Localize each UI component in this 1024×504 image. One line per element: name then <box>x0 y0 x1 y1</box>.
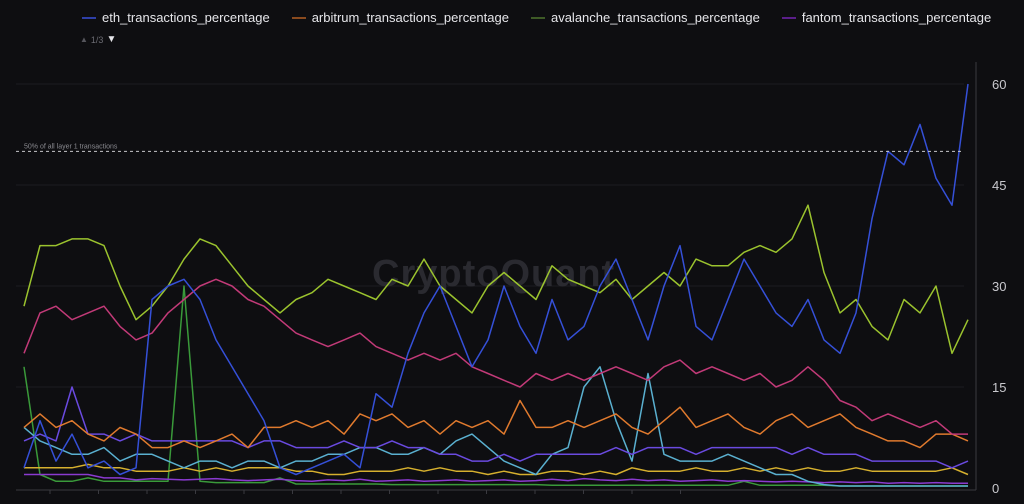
legend-swatch-avalanche <box>530 16 545 19</box>
legend-item-avalanche[interactable]: avalanche_transactions_percentage <box>530 10 760 25</box>
reference-line-label: 50% of all layer 1 transactions <box>24 143 118 150</box>
y-axis-ticks: 0 15 30 45 60 <box>992 77 1006 496</box>
legend-swatch-fantom <box>781 16 796 19</box>
watermark: CryptoQuant <box>372 253 615 295</box>
legend-item-fantom[interactable]: fantom_transactions_percentage <box>781 10 992 25</box>
y-tick-label: 0 <box>992 481 999 496</box>
legend-label-fantom: fantom_transactions_percentage <box>801 10 992 25</box>
legend-label-avalanche: avalanche_transactions_percentage <box>550 10 760 25</box>
y-tick-label: 60 <box>992 77 1006 92</box>
y-tick-label: 30 <box>992 279 1006 294</box>
series-line-series-5-pink[interactable] <box>23 278 968 435</box>
y-tick-label: 45 <box>992 178 1006 193</box>
series-lines <box>23 83 969 487</box>
legend-pager: ▲ 1/3 ▼ <box>80 34 116 45</box>
legend-item-eth[interactable]: eth_transactions_percentage <box>82 10 270 25</box>
series-line-arbitrum-transactions-percentage[interactable] <box>23 399 969 449</box>
legend-item-arbitrum[interactable]: arbitrum_transactions_percentage <box>291 10 509 25</box>
series-line-series-7-cyan[interactable] <box>23 366 968 487</box>
series-line-series-9-green[interactable] <box>23 285 968 487</box>
x-axis-ticks <box>49 490 681 494</box>
legend-label-eth: eth_transactions_percentage <box>102 10 270 25</box>
legend-label-arbitrum: arbitrum_transactions_percentage <box>311 10 509 25</box>
chart-legend: eth_transactions_percentage arbitrum_tra… <box>82 10 991 25</box>
legend-page-indicator: 1/3 <box>90 34 104 45</box>
triangle-down-icon[interactable]: ▼ <box>106 34 117 45</box>
series-line-eth-transactions-percentage[interactable] <box>23 83 969 476</box>
series-line-series-8-yellow[interactable] <box>24 463 969 476</box>
series-line-avalanche-transactions-percentage[interactable] <box>23 204 969 355</box>
triangle-up-icon[interactable]: ▲ <box>80 35 88 44</box>
y-tick-label: 15 <box>992 380 1006 395</box>
legend-swatch-eth <box>82 16 96 19</box>
grid-lines <box>16 83 964 388</box>
legend-swatch-arbitrum <box>291 16 306 19</box>
series-line-series-6-violet[interactable] <box>23 386 969 469</box>
